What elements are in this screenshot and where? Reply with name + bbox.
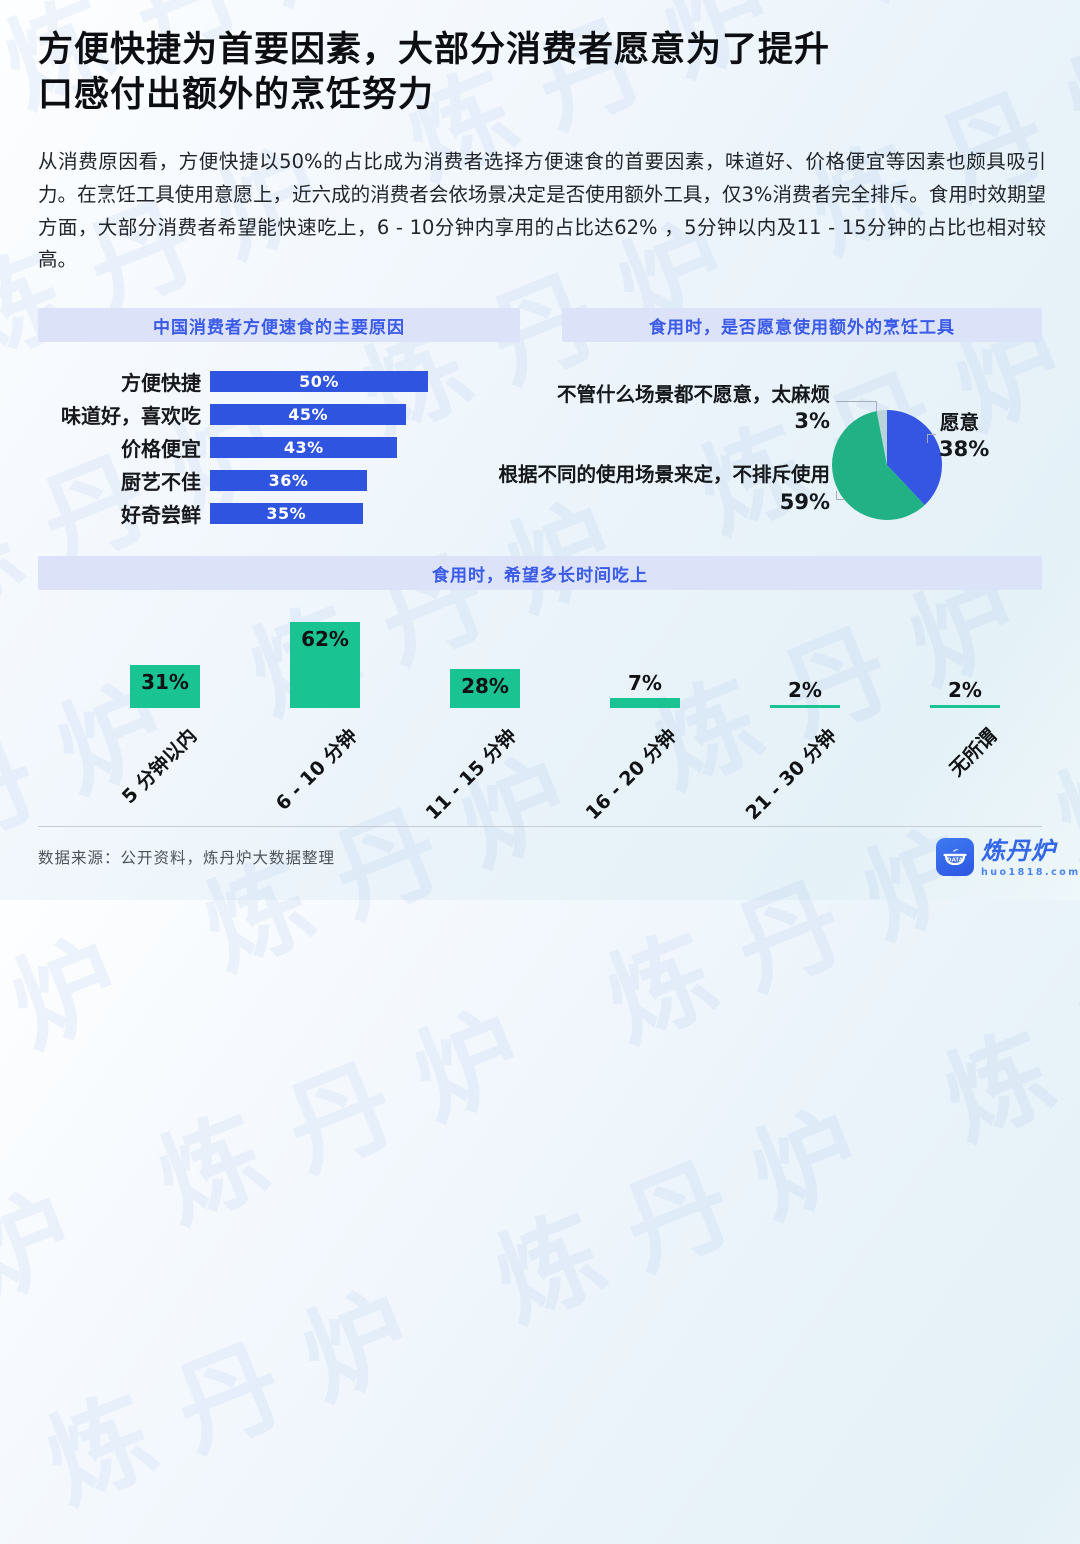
vbar-bar: 62% — [290, 622, 360, 708]
vbar-chart-title: 食用时，希望多长时间吃上 — [38, 556, 1042, 590]
vbar-column: 2% 无所谓 — [885, 600, 1045, 781]
hbar-value-label: 35% — [266, 504, 307, 523]
vbar-bar: 28% — [450, 669, 520, 708]
hbar-bar: 36% — [210, 470, 367, 491]
svg-text:DATA: DATA — [947, 858, 964, 864]
pie-slice — [887, 410, 942, 506]
hbar-value-label: 43% — [283, 438, 324, 457]
hbar-value-label: 45% — [288, 405, 328, 424]
pie-label-never: 不管什么场景都不愿意，太麻烦 — [556, 383, 830, 406]
pie-value-depends: 59% — [779, 490, 830, 514]
vbar-bar: 2% — [770, 678, 840, 708]
hbar-bar: 43% — [210, 437, 398, 458]
hbar-category-label: 好奇尝鲜 — [121, 503, 201, 527]
page-title-line2: 口感付出额外的烹饪努力 — [38, 74, 435, 115]
page-title-line1: 方便快捷为首要因素，大部分消费者愿意为了提升 — [38, 30, 831, 70]
hbar-category-label: 味道好，喜欢吃 — [61, 404, 201, 428]
hbar-category-label: 价格便宜 — [121, 437, 201, 461]
hbar-bar: 45% — [210, 404, 407, 425]
vbar-column: 62% 6 - 10 分钟 — [245, 600, 405, 815]
vbar-bar: 7% — [610, 671, 680, 708]
vbar-column: 7% 16 - 20 分钟 — [565, 600, 725, 824]
vbar-value-label: 62% — [301, 627, 349, 652]
vbar-column: 31% 5 分钟以内 — [85, 600, 245, 808]
pie-leader-line-yes — [927, 434, 936, 443]
vbar-value-label: 2% — [788, 678, 822, 702]
hbar-chart-title: 中国消费者方便速食的主要原因 — [38, 308, 520, 342]
pie-leader-line-never — [836, 401, 877, 411]
logo-url: huo1818.com — [981, 867, 1080, 879]
hbar-row: 方便快捷 50% — [38, 371, 520, 395]
hbar-row: 厨艺不佳 36% — [38, 470, 520, 494]
vbar-value-label: 7% — [628, 671, 662, 696]
hbar-row: 价格便宜 43% — [38, 437, 520, 461]
vbar-value-label: 28% — [461, 674, 509, 699]
vbar-column: 28% 11 - 15 分钟 — [405, 600, 565, 824]
pie-slice — [832, 410, 925, 520]
intro-paragraph: 从消费原因看，方便快捷以50%的占比成为消费者选择方便速食的首要因素，味道好、价… — [38, 150, 1046, 272]
pie-value-yes: 38% — [939, 437, 990, 461]
hbar-row: 好奇尝鲜 35% — [38, 503, 520, 527]
pie-chart-title: 食用时，是否愿意使用额外的烹饪工具 — [562, 308, 1042, 342]
pie-label-depends: 根据不同的使用场景来定，不排斥使用 — [498, 463, 830, 486]
cauldron-data-icon: DATA — [936, 838, 974, 876]
hbar-value-label: 36% — [268, 471, 309, 490]
pie-chart — [832, 410, 942, 520]
pie-leader-line-depends — [836, 491, 845, 500]
vbar-value-label: 2% — [948, 678, 982, 702]
hbar-category-label: 方便快捷 — [121, 371, 201, 395]
vbar-chart: 31% 5 分钟以内 62% 6 - 10 分钟 28% 11 - 15 分钟 … — [85, 600, 1045, 824]
footer-divider — [38, 826, 1042, 827]
hbar-category-label: 厨艺不佳 — [121, 470, 201, 494]
hbar-row: 味道好，喜欢吃 45% — [38, 404, 520, 428]
pie-label-yes: 愿意 — [940, 411, 980, 434]
hbar-value-label: 50% — [299, 372, 339, 391]
hbar-chart: 方便快捷 50% 味道好，喜欢吃 45% 价格便宜 43% 厨艺不佳 36% 好… — [38, 371, 520, 536]
logo-wordmark: 炼丹炉 — [981, 837, 1056, 865]
pie-slice — [876, 410, 887, 465]
hbar-bar: 35% — [210, 503, 363, 524]
data-source-note: 数据来源：公开资料，炼丹炉大数据整理 — [38, 849, 336, 867]
page-title: 方便快捷为首要因素，大部分消费者愿意为了提升 口感付出额外的烹饪努力 — [38, 28, 1048, 118]
hbar-bar: 50% — [210, 371, 428, 392]
brand-logo: DATA 炼丹炉 huo1818.com — [936, 838, 1080, 878]
vbar-column: 2% 21 - 30 分钟 — [725, 600, 885, 824]
pie-value-never: 3% — [794, 409, 830, 433]
vbar-value-label: 31% — [141, 670, 189, 695]
vbar-bar: 31% — [130, 665, 200, 708]
vbar-bar: 2% — [930, 678, 1000, 708]
